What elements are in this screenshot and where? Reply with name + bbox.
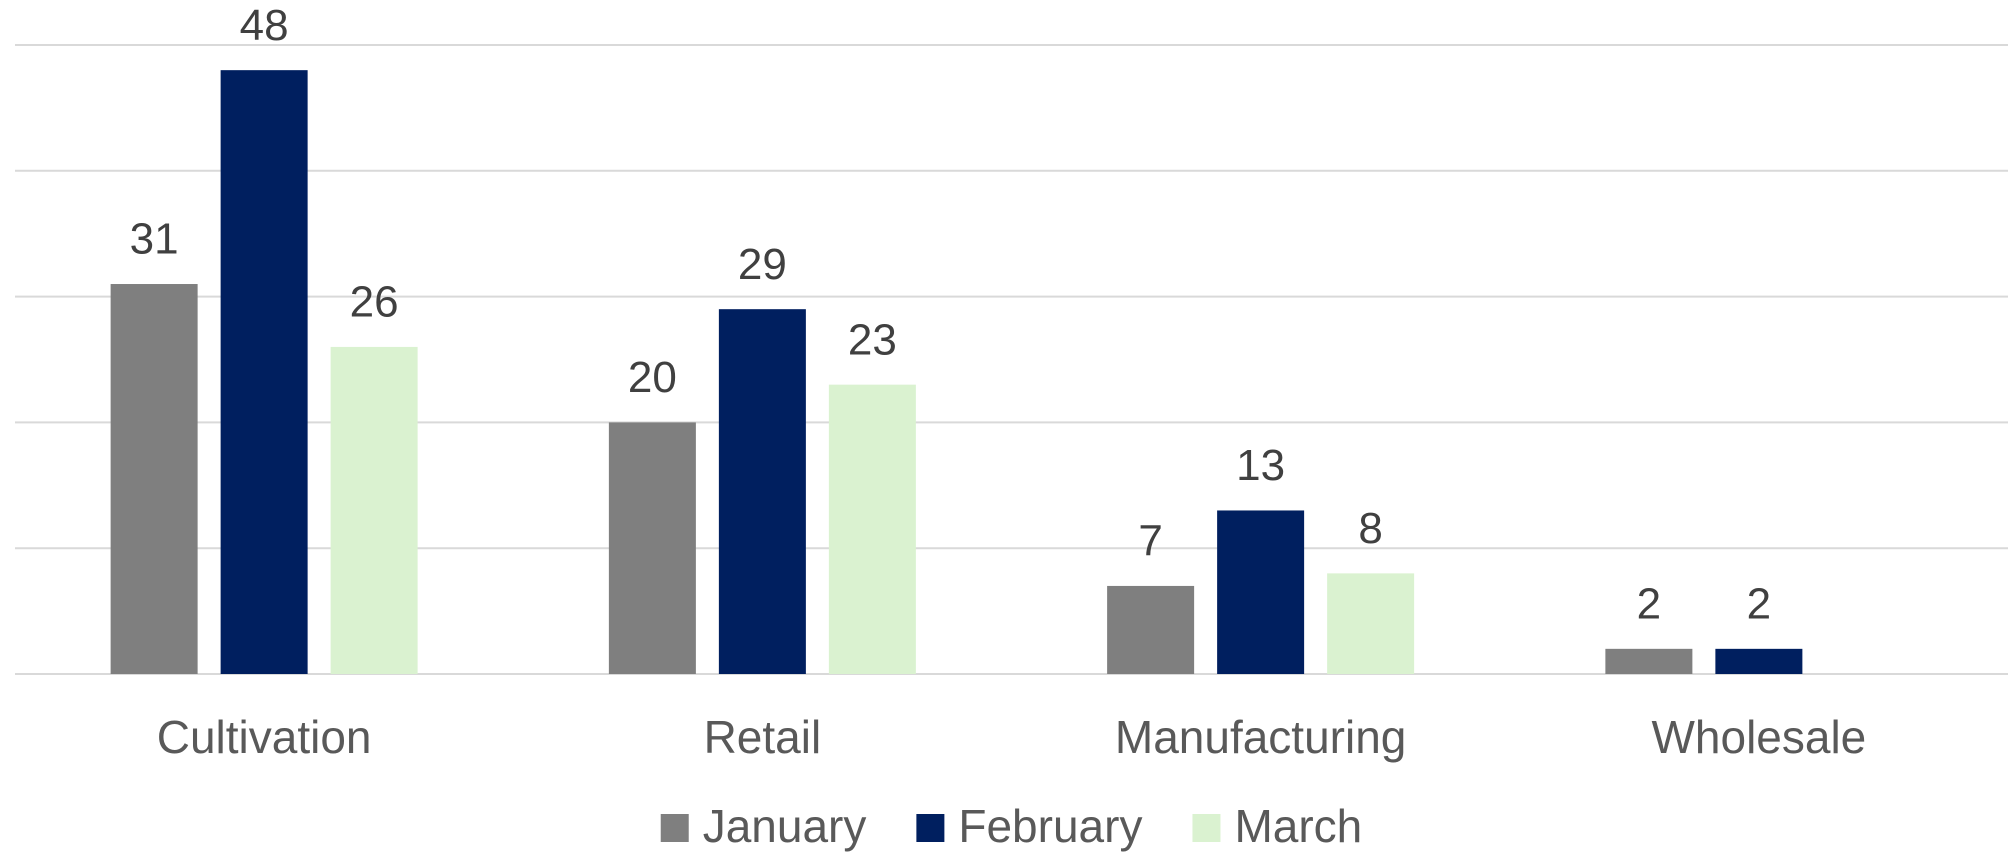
bar	[1715, 648, 1803, 674]
bar	[828, 384, 916, 674]
data-label: 31	[130, 215, 179, 264]
legend-swatch	[1192, 814, 1221, 842]
x-tick-label: Cultivation	[157, 711, 372, 763]
bar	[1217, 510, 1305, 674]
bar	[1327, 573, 1415, 674]
legend-swatch	[660, 814, 689, 842]
bar	[220, 70, 308, 674]
bar	[1107, 585, 1195, 674]
legend-label: January	[703, 800, 867, 852]
bar	[110, 284, 198, 674]
legend-swatch	[916, 814, 945, 842]
data-label: 8	[1358, 504, 1382, 553]
data-label: 48	[240, 1, 289, 50]
bar	[718, 309, 806, 674]
data-label: 2	[1637, 579, 1661, 628]
bar	[1605, 648, 1693, 674]
bar	[608, 422, 696, 674]
bar	[330, 346, 418, 674]
data-label: 29	[738, 240, 787, 289]
x-tick-label: Retail	[704, 711, 822, 763]
data-label: 26	[350, 278, 399, 327]
data-label: 23	[848, 315, 897, 364]
x-tick-label: Manufacturing	[1115, 711, 1407, 763]
legend-label: February	[958, 800, 1142, 852]
data-label: 7	[1138, 517, 1162, 566]
x-tick-label: Wholesale	[1651, 711, 1866, 763]
legend-label: March	[1234, 800, 1362, 852]
data-label: 13	[1236, 441, 1285, 490]
data-label: 2	[1747, 579, 1771, 628]
data-label: 20	[628, 353, 677, 402]
